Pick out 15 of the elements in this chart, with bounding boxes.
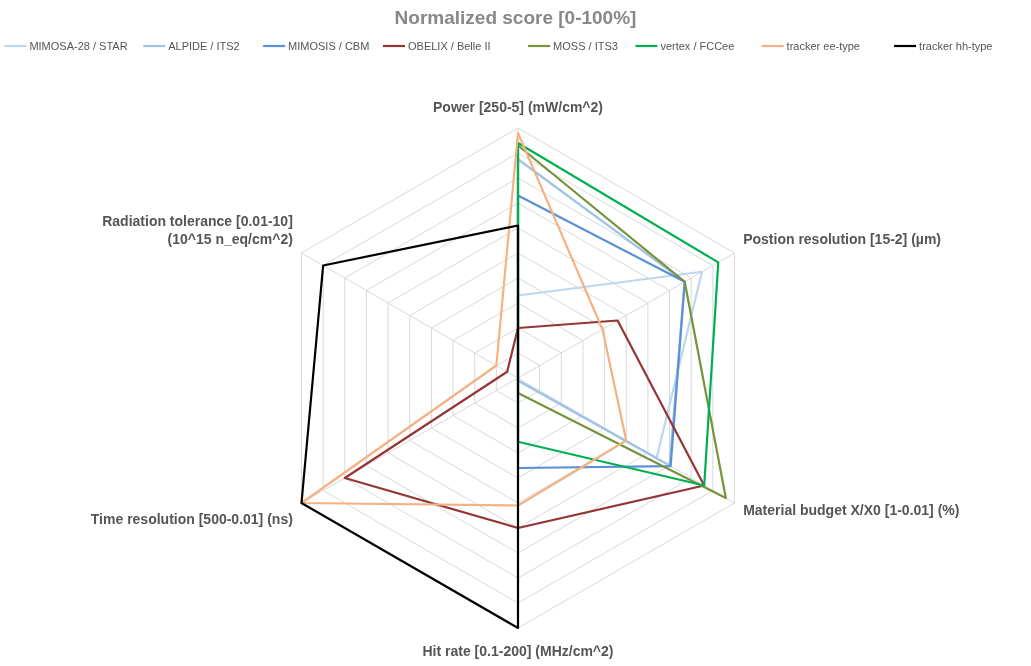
legend-label: tracker ee-type <box>786 40 860 52</box>
spoke-label: Hit rate [0.1-200] (MHz/cm^2) <box>422 643 614 659</box>
legend-label: MIMOSA-28 / STAR <box>29 40 128 52</box>
spoke-label: Material budget X/X0 [1-0.01] (%) <box>743 502 960 518</box>
legend-label: OBELIX / Belle II <box>408 40 491 52</box>
chart-title: Normalized score [0-100%] <box>394 7 637 28</box>
legend-label: MIMOSIS / CBM <box>288 40 370 52</box>
spoke-label: Radiation tolerance [0.01-10] (10^15 n_eq/cm^2) <box>102 213 293 247</box>
legend-label: MOSS / ITS3 <box>553 40 618 52</box>
spoke-label: Power [250-5] (mW/cm^2) <box>433 99 603 115</box>
spoke-label: Postion resolution [15-2] (µm) <box>743 231 942 247</box>
legend-label: tracker hh-type <box>919 40 993 52</box>
legend-label: vertex / FCCee <box>660 40 735 52</box>
spoke-label: Time resolution [500-0.01] (ns) <box>90 511 293 527</box>
legend-label: ALPIDE / ITS2 <box>168 40 240 52</box>
